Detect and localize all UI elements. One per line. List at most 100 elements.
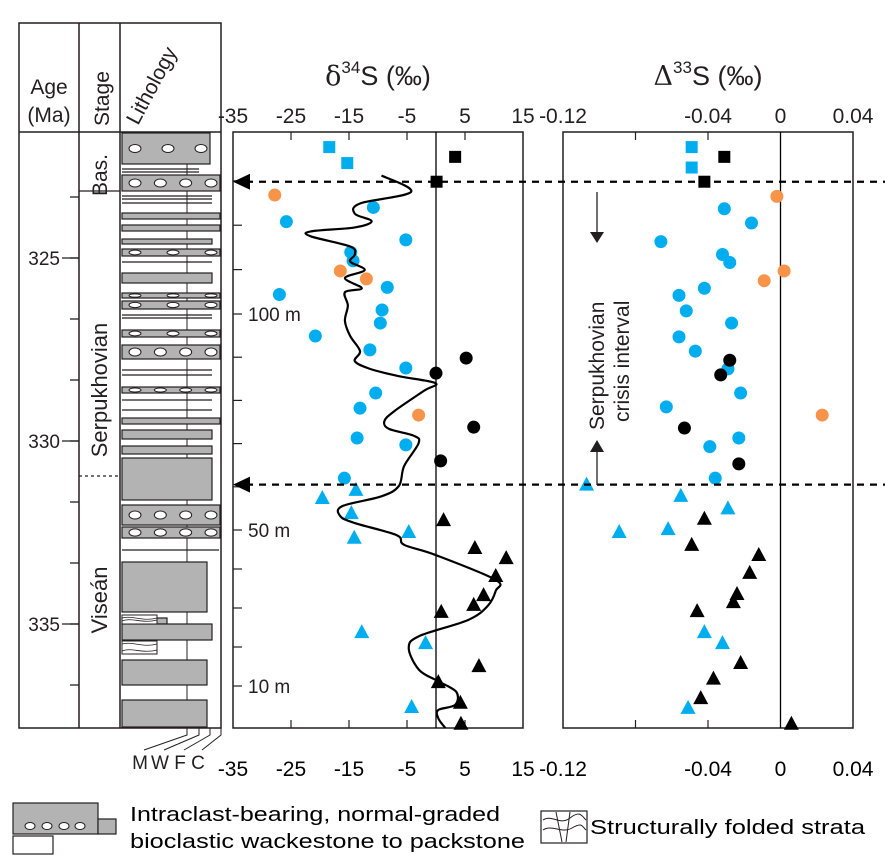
texture-label: F: [174, 753, 186, 774]
lithology-bed: [121, 699, 208, 728]
data-point-circle: [708, 471, 722, 485]
depth-tick-label: 50 m: [248, 521, 290, 542]
lithology-beds: [121, 132, 221, 728]
data-point-circle: [359, 272, 373, 286]
intraclast: [204, 387, 218, 393]
bed-rect: [121, 699, 208, 728]
x-tick-label-bottom: -35: [218, 758, 248, 781]
data-point-triangle: [436, 512, 452, 527]
bed-rect: [121, 526, 221, 539]
data-point-triangle: [498, 550, 514, 565]
data-point-circle: [467, 420, 481, 434]
data-point-circle: [373, 316, 387, 330]
legend-intraclast-swatch: [12, 802, 117, 855]
lithology-bed: [121, 238, 213, 245]
data-point-circle: [757, 274, 771, 288]
data-point-triangle: [693, 690, 709, 705]
folded-strata: [121, 640, 158, 655]
title-symbol: δ: [325, 61, 341, 92]
lithology-bed: [121, 457, 213, 501]
data-point-triangle: [705, 670, 721, 685]
series-blue-squares: [685, 141, 698, 174]
intraclast: [204, 347, 218, 357]
intraclast: [166, 249, 180, 256]
intraclast: [204, 301, 218, 309]
bed-rect: [121, 445, 213, 455]
bed-rect: [121, 212, 221, 220]
texture-leader-line: [163, 728, 200, 751]
age-tick-label: 335: [28, 615, 60, 636]
data-point-triangle: [660, 521, 676, 536]
data-point-circle: [268, 188, 282, 202]
data-point-circle: [279, 215, 293, 229]
intraclast: [153, 528, 167, 537]
age-axis: 325 330 335: [28, 196, 120, 686]
stage-label: Serpukhovian: [87, 323, 112, 458]
series-black-circles: [429, 351, 481, 468]
fold-line: [121, 642, 158, 646]
lithology-bed: [121, 212, 221, 220]
lithology-bed: [121, 329, 221, 338]
x-tick-label-top: -5: [398, 105, 417, 128]
data-point-square: [718, 150, 731, 163]
x-tick-label-bottom: 15: [511, 758, 534, 781]
bed-rect: [121, 504, 221, 526]
intraclast: [128, 178, 142, 188]
data-point-triangle: [343, 505, 359, 520]
data-point-circle: [723, 256, 737, 270]
intraclast: [128, 510, 142, 520]
data-point-circle: [429, 366, 443, 380]
data-point-triangle: [314, 490, 330, 505]
series-blue-squares: [323, 141, 354, 170]
data-point-triangle: [348, 481, 364, 496]
data-point-circle: [308, 329, 322, 343]
intraclast: [153, 347, 167, 357]
data-point-circle: [366, 200, 380, 214]
age-tick-label: 325: [28, 249, 60, 270]
intraclast: [204, 510, 218, 520]
stage-label: Bas.: [89, 154, 112, 196]
crisis-interval-annotation: Serpukhovian crisis interval: [586, 192, 634, 485]
data-point-triangle: [433, 603, 449, 618]
intraclast: [128, 144, 142, 153]
lithology-bed: [121, 248, 221, 257]
boundary-arrow-icon: [233, 476, 250, 493]
data-point-circle: [723, 353, 737, 367]
title-rest: S (‰): [360, 61, 431, 91]
data-point-square: [449, 150, 462, 163]
data-point-circle: [688, 344, 702, 358]
lithology-bed: [121, 417, 221, 425]
intraclast: [128, 301, 142, 309]
lithology-bed: [121, 504, 221, 526]
lithology-bed: [121, 272, 213, 284]
title-rest: S (‰): [692, 61, 763, 91]
annotation-line1: Serpukhovian: [586, 302, 609, 430]
data-point-circle: [703, 440, 717, 454]
data-point-circle: [697, 281, 711, 295]
depth-tick-label: 100 m: [248, 305, 301, 326]
D33S-panel: Δ33S (‰) -0.12 -0.12 -0.04 -0.04 0 0 0.04 0.04: [539, 58, 874, 781]
bed-rect: [121, 429, 213, 440]
title-symbol: Δ: [654, 61, 674, 92]
fold-line: [121, 619, 158, 622]
data-point-circle: [770, 189, 784, 203]
series-smoothed-trend: [304, 174, 502, 729]
data-point-circle: [363, 343, 377, 357]
intraclast: [204, 249, 218, 256]
legend-folded-label: Structurally folded strata: [590, 817, 866, 839]
intraclast: [204, 528, 218, 537]
lithology-bed: [121, 132, 211, 165]
plot-frame: [232, 131, 524, 729]
x-tick-label-bottom: -15: [334, 758, 364, 781]
data-point-triangle: [466, 596, 482, 611]
boundaries: [233, 173, 885, 493]
stratigraphic-column: Age (Ma) Stage Lithology 325 330 335 Bas. S…: [18, 22, 222, 774]
x-tick-label-bottom: 0.04: [833, 758, 874, 781]
series-orange-circles: [268, 188, 426, 422]
data-point-circle: [732, 457, 746, 471]
intraclast: [194, 144, 208, 153]
panel-title: Δ33S (‰): [654, 58, 763, 92]
intraclast: [128, 330, 142, 337]
intraclast: [179, 510, 193, 520]
